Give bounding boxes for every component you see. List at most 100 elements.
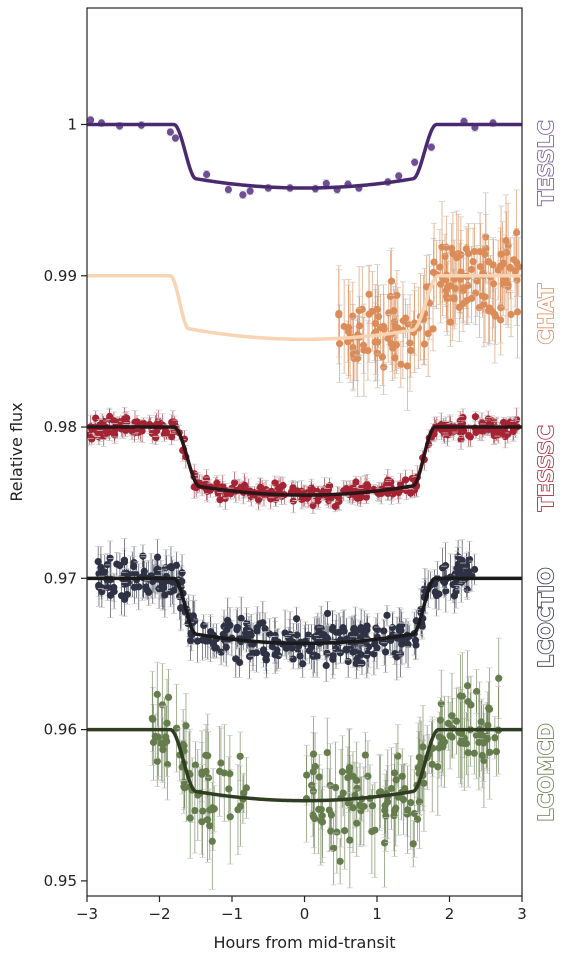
data-point	[415, 753, 423, 761]
data-point	[510, 256, 518, 264]
data-point	[344, 327, 353, 336]
data-point	[267, 495, 275, 503]
data-point	[161, 427, 170, 435]
data-point	[413, 815, 422, 823]
data-point	[318, 818, 327, 826]
data-point	[458, 736, 466, 744]
data-point	[241, 481, 249, 489]
data-point	[472, 428, 480, 436]
data-point	[493, 427, 501, 435]
plot-area	[87, 115, 522, 890]
data-point	[390, 769, 399, 777]
data-point	[122, 579, 130, 588]
data-point	[463, 682, 472, 690]
data-point	[338, 768, 346, 776]
data-point	[163, 719, 171, 727]
data-point	[207, 628, 215, 636]
data-point	[349, 648, 357, 656]
data-point	[213, 479, 221, 487]
data-point	[233, 625, 241, 634]
data-point	[292, 615, 301, 623]
model-curve-tesslc	[87, 122, 522, 190]
data-point	[395, 172, 403, 180]
data-point	[230, 478, 239, 487]
data-point	[387, 784, 396, 793]
data-point	[495, 674, 503, 682]
data-point	[438, 243, 446, 251]
model-curve-lcoctio	[87, 576, 522, 646]
data-point	[444, 719, 452, 728]
data-point	[133, 418, 141, 426]
data-point	[148, 714, 156, 722]
data-point	[172, 561, 180, 569]
data-point	[289, 497, 297, 505]
data-point	[327, 827, 335, 835]
data-point	[329, 655, 337, 663]
data-point	[392, 776, 400, 784]
data-point	[464, 250, 473, 258]
data-point	[305, 647, 313, 655]
data-point	[453, 564, 461, 572]
data-point	[448, 712, 456, 720]
data-point	[309, 750, 318, 758]
data-point	[394, 324, 402, 332]
model-curve-tesssc	[87, 425, 522, 497]
x-tick-label: 1	[372, 905, 382, 923]
data-point	[403, 362, 411, 370]
data-point	[473, 687, 481, 696]
data-point	[407, 346, 415, 355]
x-tick-label: 2	[445, 905, 455, 923]
data-point	[360, 631, 368, 639]
data-point	[94, 557, 102, 566]
data-point	[479, 739, 488, 747]
data-point	[464, 698, 472, 706]
data-point	[226, 770, 234, 778]
data-point	[281, 629, 289, 637]
data-point	[159, 746, 167, 754]
data-point	[322, 661, 330, 670]
data-point	[239, 191, 247, 199]
x-tick-label: −1	[221, 905, 243, 923]
data-point	[121, 595, 129, 603]
data-point	[420, 340, 429, 348]
data-point	[489, 280, 498, 288]
data-point	[97, 563, 105, 571]
data-point	[198, 807, 207, 815]
data-point	[240, 789, 248, 797]
data-point	[411, 158, 419, 166]
data-point	[130, 562, 138, 571]
data-point	[393, 653, 401, 661]
data-point	[390, 806, 399, 815]
data-point	[496, 316, 505, 324]
data-point	[340, 322, 348, 331]
data-point	[398, 772, 406, 780]
data-point	[380, 322, 388, 330]
data-point	[222, 643, 230, 651]
data-point	[346, 836, 354, 844]
data-point	[506, 263, 514, 271]
data-point	[416, 762, 424, 770]
data-point	[484, 721, 492, 729]
data-point	[353, 819, 361, 827]
data-point	[360, 802, 368, 811]
data-point	[275, 484, 283, 492]
data-point	[261, 625, 269, 633]
data-point	[394, 488, 403, 497]
data-point	[106, 412, 114, 420]
data-point	[246, 187, 254, 195]
data-point	[235, 658, 244, 667]
data-point	[299, 660, 307, 668]
data-point	[164, 693, 173, 701]
data-point	[304, 631, 312, 639]
data-point	[455, 303, 463, 311]
data-point	[153, 690, 161, 698]
data-point	[349, 804, 357, 812]
data-point	[410, 809, 418, 818]
data-point	[153, 757, 161, 765]
data-point	[390, 307, 398, 315]
data-point	[234, 806, 242, 814]
data-point	[358, 305, 366, 313]
data-point	[381, 806, 389, 815]
